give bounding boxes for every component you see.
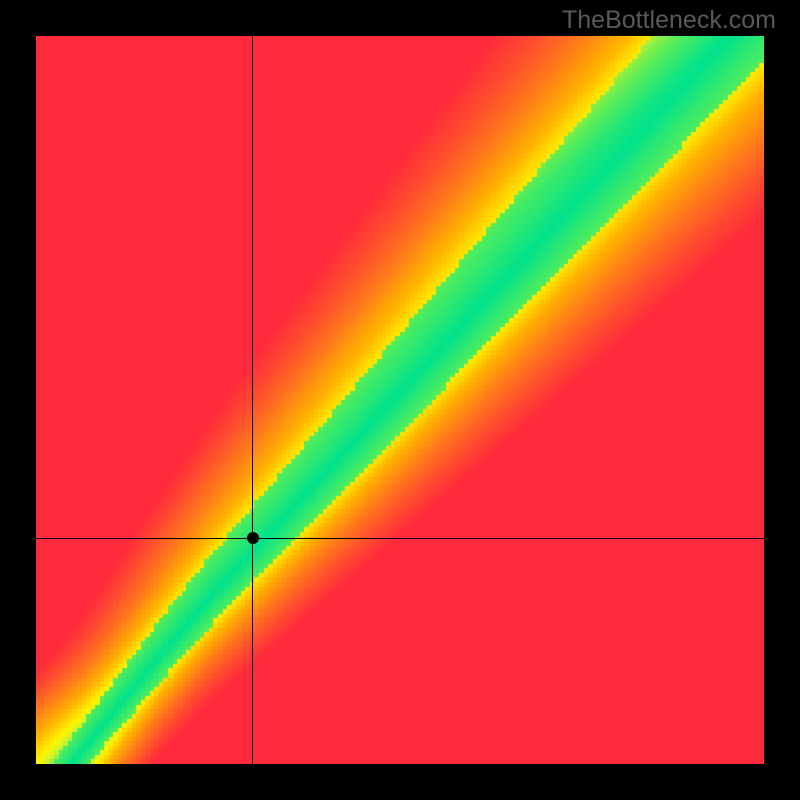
- crosshair-vertical: [252, 36, 253, 764]
- crosshair-horizontal: [36, 538, 764, 539]
- watermark-text: TheBottleneck.com: [562, 6, 776, 35]
- bottleneck-heatmap: [36, 36, 764, 764]
